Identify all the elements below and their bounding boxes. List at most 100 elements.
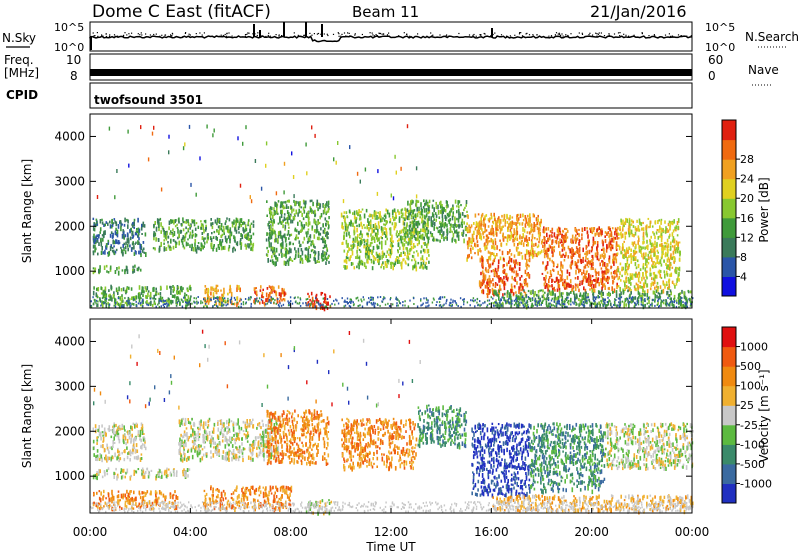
echo-cell bbox=[486, 247, 488, 250]
echo-cell bbox=[547, 255, 549, 260]
echo-cell bbox=[558, 241, 560, 246]
echo-cell bbox=[653, 264, 656, 269]
echo-cell bbox=[624, 287, 626, 291]
echo-cell bbox=[101, 218, 103, 222]
echo-cell bbox=[380, 266, 382, 269]
echo-cell bbox=[580, 300, 583, 305]
echo-cell bbox=[130, 287, 133, 291]
echo-cell bbox=[525, 304, 528, 310]
echo-cell bbox=[494, 238, 497, 241]
echo-cell bbox=[351, 250, 354, 256]
echo-cell bbox=[677, 302, 680, 305]
echo-cell bbox=[156, 218, 159, 224]
nsearch-dot bbox=[109, 34, 111, 36]
echo-cell bbox=[642, 221, 644, 225]
echo-cell bbox=[620, 296, 623, 299]
echo-cell bbox=[131, 296, 133, 300]
echo-cell bbox=[155, 305, 157, 308]
echo-cell bbox=[204, 227, 207, 232]
echo-cell bbox=[651, 257, 653, 262]
echo-cell bbox=[657, 285, 659, 289]
nsearch-dot bbox=[300, 35, 302, 37]
echo-cell bbox=[426, 233, 428, 238]
echo-cell bbox=[645, 245, 648, 249]
echo-cell bbox=[618, 293, 621, 297]
echo-cell bbox=[513, 270, 515, 274]
echo-cell bbox=[316, 229, 319, 233]
echo-cell bbox=[350, 255, 352, 258]
echo-cell bbox=[138, 228, 141, 233]
echo-cell bbox=[522, 298, 524, 301]
echo-cell bbox=[480, 303, 482, 306]
echo-cell bbox=[660, 218, 663, 221]
echo-cell bbox=[531, 233, 534, 239]
echo-cell bbox=[524, 223, 527, 228]
echo-cell bbox=[149, 291, 152, 297]
echo-cell bbox=[325, 305, 328, 308]
echo-cell bbox=[517, 300, 519, 303]
nsearch-dot bbox=[506, 35, 508, 37]
echo-cell bbox=[434, 212, 437, 215]
echo-cell bbox=[576, 249, 578, 254]
echo-cell bbox=[496, 245, 498, 250]
echo-cell bbox=[643, 284, 645, 289]
echo-cell bbox=[671, 221, 674, 226]
echo-cell bbox=[644, 267, 647, 272]
echo-cell bbox=[681, 297, 683, 299]
echo-cell bbox=[394, 261, 397, 266]
echo-cell bbox=[140, 253, 142, 258]
echo-cell bbox=[642, 288, 644, 292]
echo-cell bbox=[431, 212, 434, 218]
echo-cell bbox=[185, 241, 188, 247]
echo-cell bbox=[293, 216, 296, 220]
echo-cell bbox=[669, 233, 671, 237]
echo-cell bbox=[274, 261, 276, 267]
echo-cell bbox=[493, 293, 495, 297]
echo-cell bbox=[373, 211, 376, 217]
echo-cell bbox=[99, 297, 101, 300]
echo-cell bbox=[467, 254, 469, 259]
echo-cell bbox=[280, 201, 282, 206]
echo-cell bbox=[466, 257, 468, 262]
echo-cell bbox=[154, 293, 157, 297]
nsearch-dot bbox=[140, 32, 142, 34]
echo-cell bbox=[612, 256, 615, 261]
echo-cell bbox=[510, 233, 513, 238]
echo-cell bbox=[288, 302, 290, 305]
nsearch-dot bbox=[536, 34, 538, 36]
nsearch-dot bbox=[588, 34, 590, 36]
freq-label-line1: Freq. bbox=[4, 53, 34, 67]
echo-cell bbox=[323, 306, 326, 312]
echo-cell bbox=[575, 303, 577, 306]
echo-cell bbox=[553, 232, 556, 238]
echo-cell bbox=[346, 244, 348, 248]
echo-cell bbox=[416, 222, 419, 227]
echo-cell bbox=[523, 306, 525, 308]
echo-cell bbox=[307, 257, 309, 263]
echo-cell bbox=[295, 253, 297, 257]
echo-cell bbox=[252, 223, 255, 228]
echo-cell bbox=[587, 265, 590, 268]
echo-cell bbox=[504, 219, 507, 225]
echo-cell bbox=[559, 293, 561, 298]
echo-cell bbox=[372, 302, 375, 305]
echo-cell bbox=[220, 234, 222, 238]
echo-cell bbox=[669, 248, 672, 251]
echo-cell bbox=[457, 224, 459, 228]
echo-cell bbox=[680, 300, 682, 305]
echo-cell bbox=[639, 249, 641, 253]
echo-cell bbox=[213, 303, 216, 306]
echo-cell bbox=[528, 253, 531, 258]
echo-cell bbox=[210, 291, 212, 296]
echo-cell bbox=[488, 277, 490, 281]
echo-cell bbox=[406, 247, 408, 250]
echo-cell bbox=[424, 202, 426, 207]
echo-cell bbox=[275, 202, 277, 207]
nsearch-dot bbox=[562, 35, 564, 37]
echo-cell bbox=[659, 292, 661, 297]
echo-cell bbox=[576, 229, 578, 234]
echo-cell bbox=[659, 273, 662, 278]
echo-cell bbox=[595, 296, 598, 299]
echo-cell bbox=[173, 295, 175, 298]
echo-cell bbox=[582, 259, 584, 264]
